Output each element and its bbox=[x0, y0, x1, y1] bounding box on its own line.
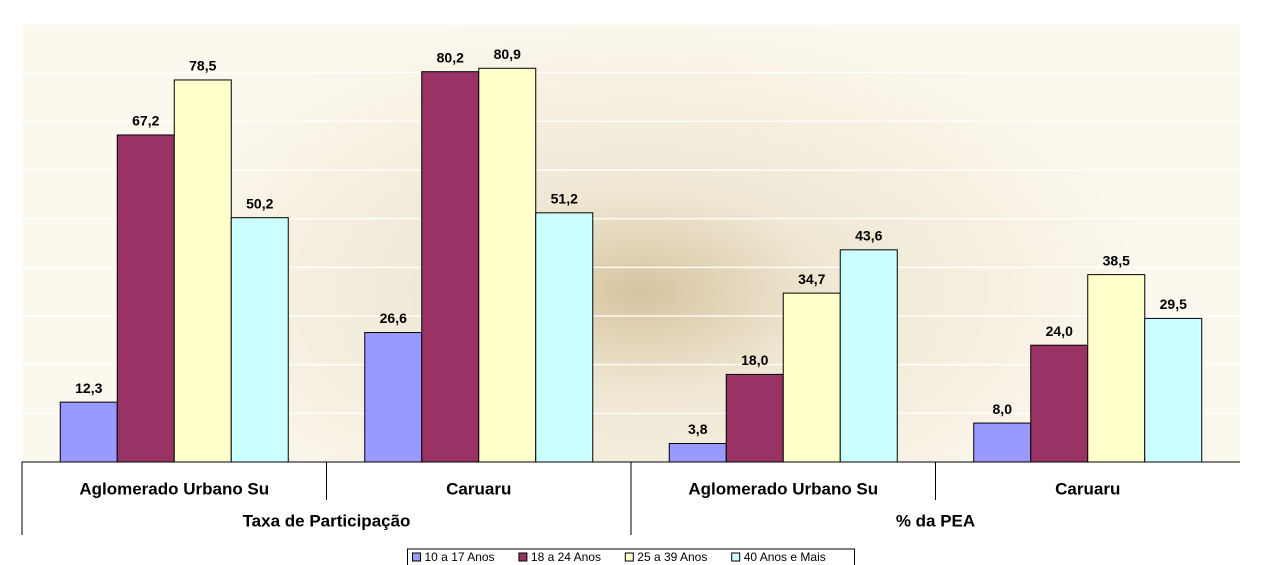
category-label: Aglomerado Urbano Su bbox=[688, 479, 878, 498]
bar bbox=[230, 217, 289, 463]
data-label: 78,5 bbox=[189, 58, 216, 74]
legend-label: 40 Anos e Mais bbox=[744, 550, 826, 564]
data-label: 51,2 bbox=[551, 191, 578, 207]
legend-swatch bbox=[731, 552, 741, 562]
data-label: 29,5 bbox=[1160, 296, 1187, 312]
category-label: Caruaru bbox=[446, 479, 511, 498]
bar bbox=[1087, 274, 1146, 463]
data-label: 3,8 bbox=[688, 421, 708, 437]
category-label: Caruaru bbox=[1055, 479, 1120, 498]
data-label: 67,2 bbox=[132, 113, 159, 129]
legend-swatch bbox=[518, 552, 528, 562]
data-label: 80,9 bbox=[494, 46, 521, 62]
group-label: Taxa de Participação bbox=[243, 511, 411, 530]
bar bbox=[59, 401, 118, 463]
data-label: 50,2 bbox=[246, 195, 273, 211]
bar bbox=[725, 373, 784, 463]
bar bbox=[535, 212, 594, 463]
category-label: Aglomerado Urbano Su bbox=[79, 479, 269, 498]
data-label: 12,3 bbox=[75, 380, 102, 396]
group-label: % da PEA bbox=[896, 511, 975, 530]
bar bbox=[1144, 317, 1203, 463]
bar bbox=[668, 443, 727, 463]
legend-label: 25 a 39 Anos bbox=[637, 550, 707, 564]
legend-label: 10 a 17 Anos bbox=[425, 550, 495, 564]
data-label: 80,2 bbox=[437, 49, 464, 65]
legend-label: 18 a 24 Anos bbox=[531, 550, 601, 564]
bar bbox=[478, 67, 537, 463]
bar bbox=[973, 422, 1032, 463]
data-label: 24,0 bbox=[1046, 323, 1073, 339]
bar bbox=[1030, 344, 1089, 463]
bar bbox=[116, 134, 175, 463]
legend-swatch bbox=[624, 552, 634, 562]
legend-swatch bbox=[412, 552, 421, 562]
bar bbox=[364, 332, 423, 463]
data-label: 18,0 bbox=[741, 352, 768, 368]
data-label: 43,6 bbox=[855, 228, 882, 244]
data-label: 26,6 bbox=[380, 310, 407, 326]
bar bbox=[173, 79, 232, 463]
data-label: 8,0 bbox=[993, 401, 1013, 417]
bar bbox=[421, 71, 480, 463]
bar bbox=[782, 292, 841, 463]
data-label: 34,7 bbox=[798, 271, 825, 287]
bar bbox=[839, 249, 898, 463]
data-label: 38,5 bbox=[1103, 252, 1130, 268]
